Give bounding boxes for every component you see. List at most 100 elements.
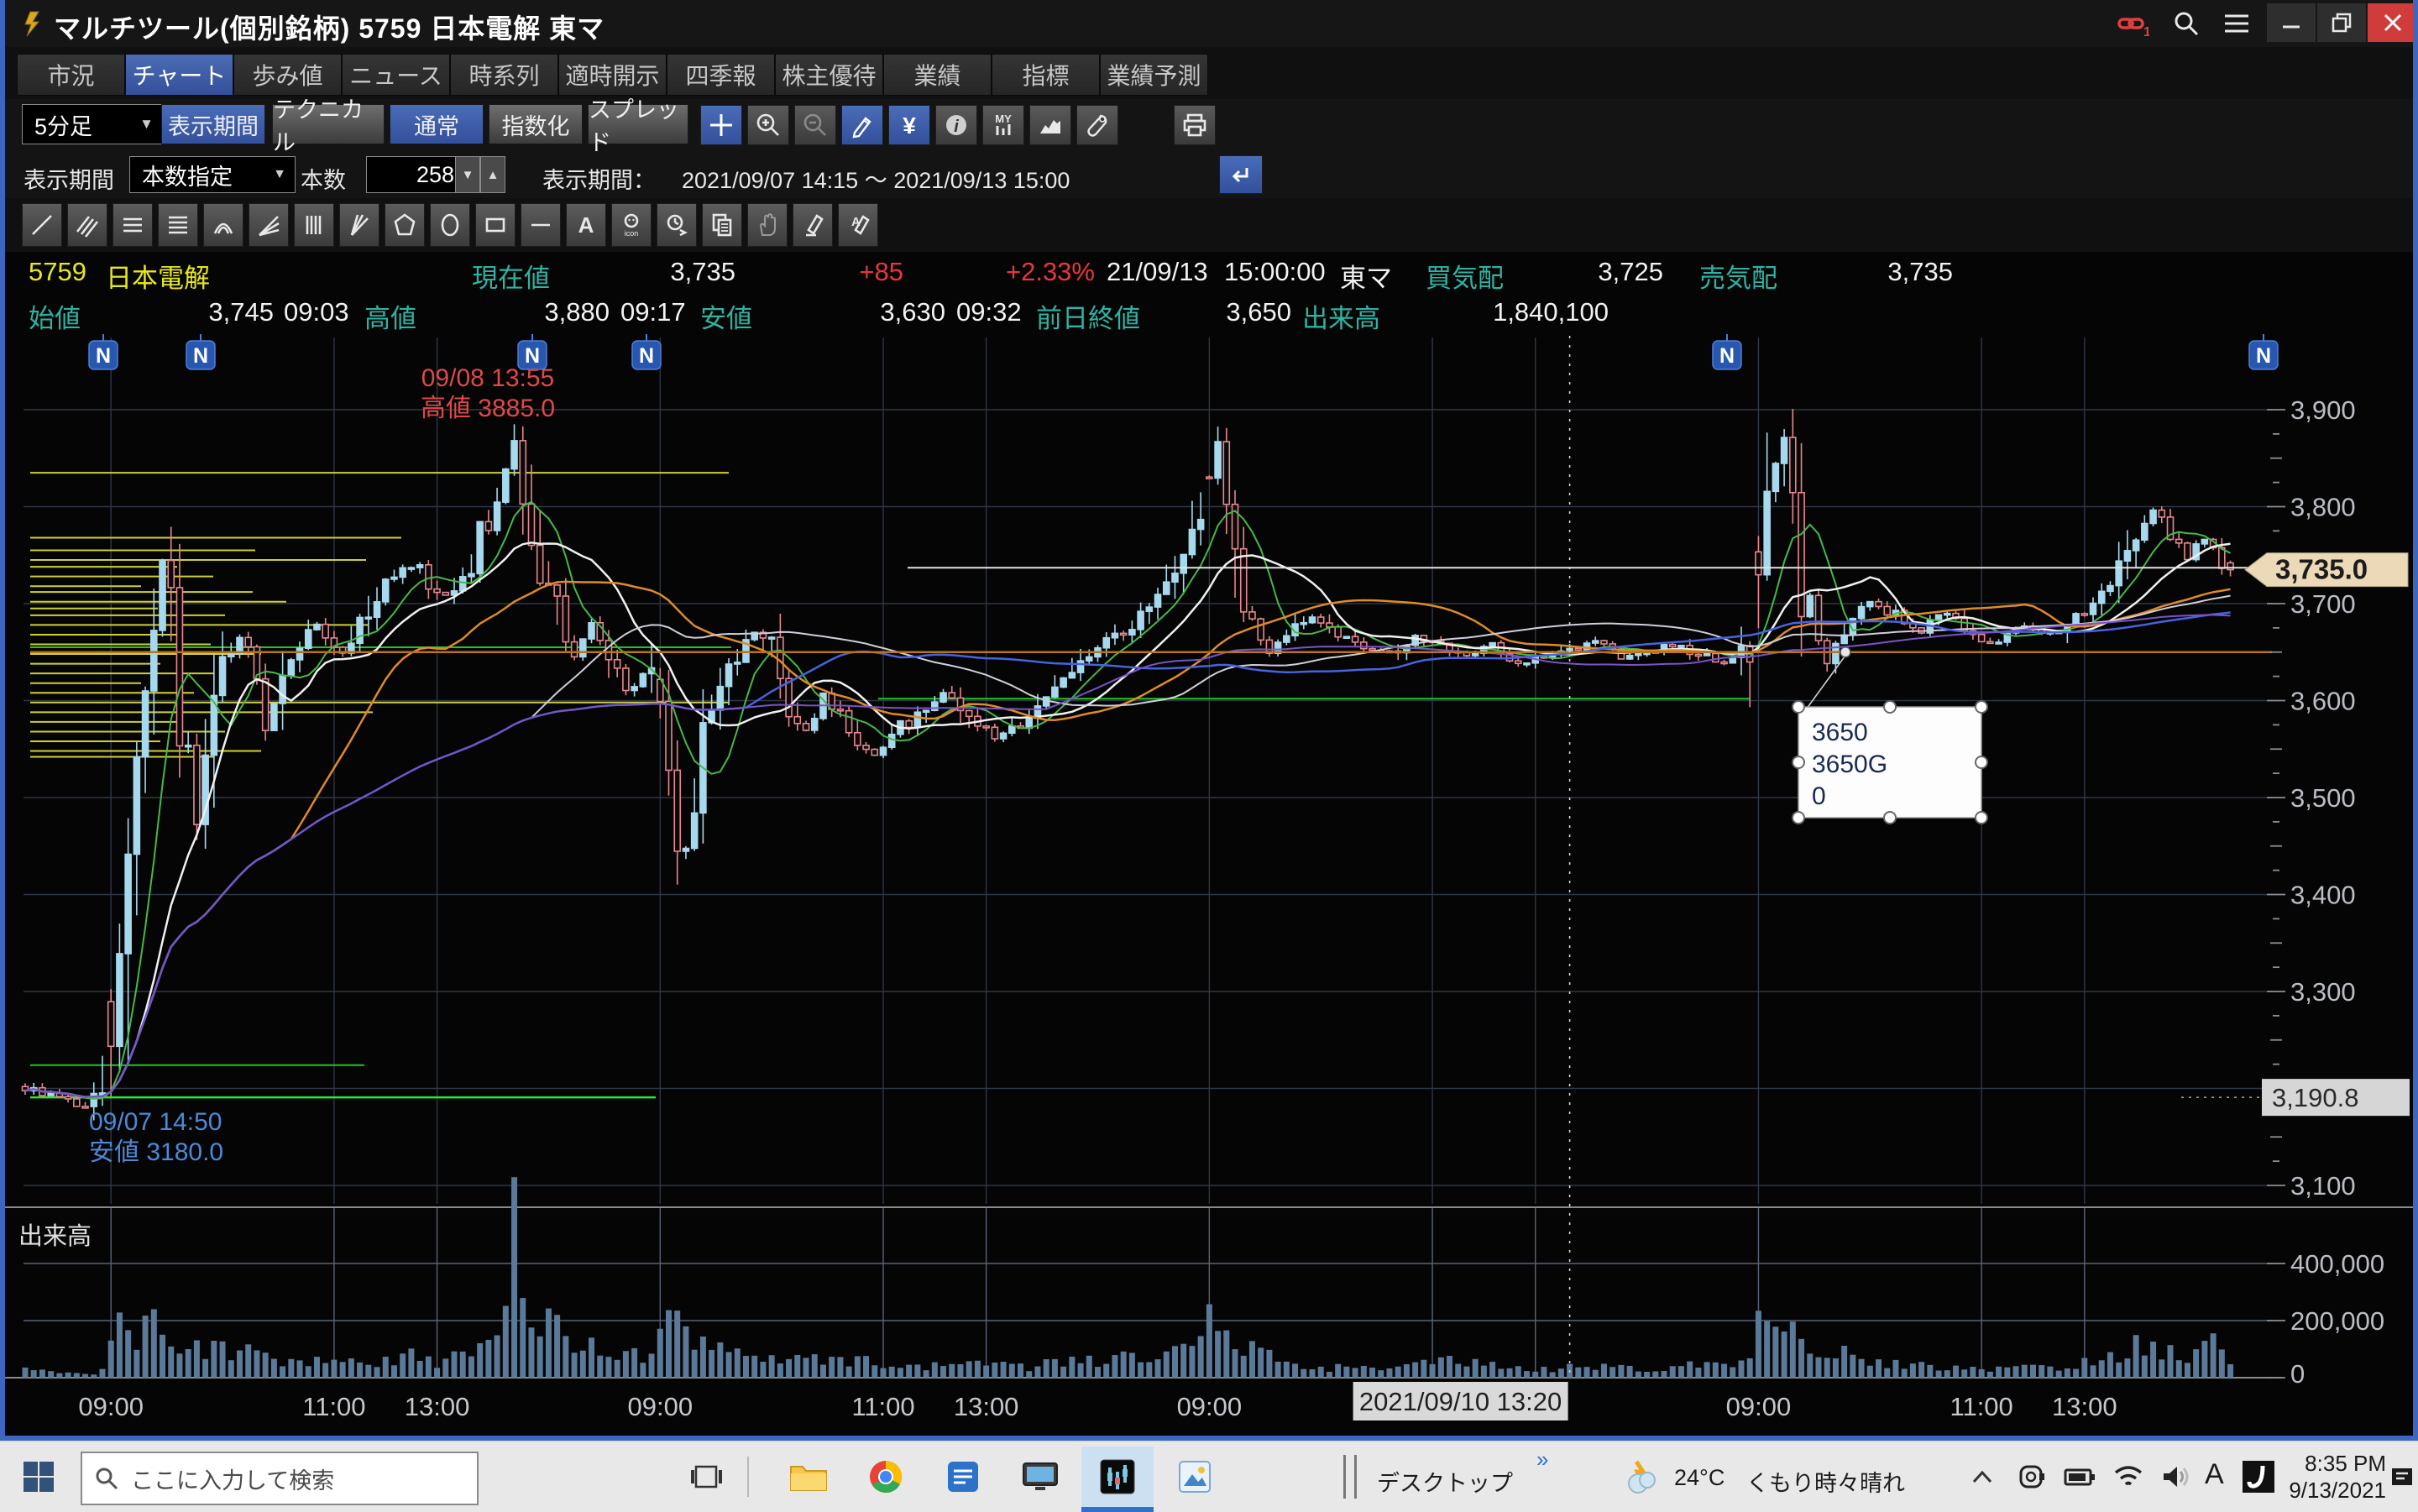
count-down-button[interactable]: ▼: [455, 156, 480, 193]
clock[interactable]: 8:35 PM 9/13/2021: [2285, 1450, 2386, 1504]
interval-select[interactable]: 5分足 ▼: [22, 104, 163, 144]
time-cycle-icon[interactable]: [657, 203, 697, 247]
wrench-icon[interactable]: [1076, 105, 1118, 145]
svg-text:N: N: [525, 344, 540, 368]
button-表示期間[interactable]: 表示期間: [161, 104, 265, 144]
svg-text:11:00: 11:00: [1950, 1392, 2013, 1421]
eraser-icon[interactable]: [793, 203, 833, 247]
icon-stamp-icon[interactable]: icon: [611, 203, 652, 247]
my-chart-icon[interactable]: MY: [982, 105, 1024, 145]
taskbar-app-photos[interactable]: [1159, 1447, 1231, 1507]
multitool-window: マルチツール(個別銘柄) 5759 日本電解 東マ 1 市況 チャート 歩み値 ニュー…: [0, 0, 2418, 1441]
tab-歩み値[interactable]: 歩み値: [233, 54, 342, 96]
battery-icon[interactable]: [2057, 1441, 2102, 1512]
taskbar-app-remote-monitor[interactable]: [1004, 1447, 1076, 1507]
taskbar-app-chrome[interactable]: [850, 1447, 922, 1507]
rectangle-icon[interactable]: [475, 203, 516, 247]
ime-lang-icon[interactable]: [2237, 1441, 2280, 1512]
crosshair-plus-icon[interactable]: [700, 105, 742, 145]
desktop-toolbar-label[interactable]: デスクトップ: [1377, 1471, 1513, 1496]
svg-text:3,800: 3,800: [2290, 493, 2356, 522]
link-count: 1: [2143, 25, 2149, 38]
fibonacci-arc-icon[interactable]: [203, 203, 243, 247]
menu-icon[interactable]: [2218, 7, 2255, 40]
count-label: 本数: [301, 168, 346, 193]
weather-desc[interactable]: くもり時々晴れ: [1746, 1471, 1905, 1496]
printer-icon[interactable]: [1174, 105, 1216, 145]
close-button[interactable]: [2368, 3, 2418, 42]
text-tool-icon[interactable]: A: [566, 203, 606, 247]
search-icon[interactable]: [2168, 7, 2205, 40]
open-time: 09:03: [284, 297, 349, 327]
levels3-icon[interactable]: [113, 203, 153, 247]
link-icon[interactable]: 1: [2114, 7, 2151, 40]
ellipse-icon[interactable]: [430, 203, 470, 247]
bid-label: 買気配: [1426, 264, 1504, 293]
tab-時系列[interactable]: 時系列: [450, 54, 558, 96]
weather-temp[interactable]: 24°C: [1674, 1465, 1725, 1490]
zoom-out-icon[interactable]: [794, 105, 836, 145]
tab-市況[interactable]: 市況: [17, 54, 125, 96]
period-mode-select[interactable]: 本数指定 ▼: [129, 156, 296, 193]
yen-icon[interactable]: ¥: [888, 105, 930, 145]
minimize-button[interactable]: [2267, 3, 2316, 42]
tab-ニュース[interactable]: ニュース: [342, 54, 450, 96]
chevron-expand-icon[interactable]: »: [1536, 1447, 1549, 1472]
count-up-button[interactable]: ▲: [480, 156, 505, 193]
button-指数化[interactable]: 指数化: [489, 104, 583, 144]
start-button[interactable]: [12, 1441, 65, 1512]
tab-四季報[interactable]: 四季報: [667, 54, 775, 96]
tab-業績[interactable]: 業績: [883, 54, 992, 96]
tab-株主優待[interactable]: 株主優待: [775, 54, 883, 96]
reset-period-button[interactable]: [1219, 155, 1263, 194]
tab-適時開示[interactable]: 適時開示: [558, 54, 667, 96]
current-price: 3,735: [670, 257, 735, 286]
taskbar-search-input[interactable]: ここに入力して検索: [81, 1452, 479, 1505]
pitchfork-icon[interactable]: [339, 203, 379, 247]
speaker-icon[interactable]: [2153, 1441, 2198, 1512]
svg-text:3,500: 3,500: [2290, 783, 2356, 813]
pentagon-icon[interactable]: [385, 203, 425, 247]
taskbar-app-trading-app[interactable]: [1081, 1447, 1154, 1512]
annotation-tooltip[interactable]: 3650 3650G 0: [1792, 700, 1988, 824]
fan-lines-icon[interactable]: [249, 203, 289, 247]
wifi-icon[interactable]: [2106, 1441, 2151, 1512]
info-icon[interactable]: i: [935, 105, 977, 145]
vertical-lines-icon[interactable]: [294, 203, 334, 247]
area-chart-icon[interactable]: [1029, 105, 1071, 145]
hand-drag-icon[interactable]: [747, 203, 788, 247]
svg-text:09:00: 09:00: [627, 1392, 693, 1421]
taskbar-app-edge-doc[interactable]: [927, 1447, 999, 1507]
trend-line-icon[interactable]: [22, 203, 62, 247]
restore-button[interactable]: [2317, 3, 2366, 42]
eraser-text-icon[interactable]: A: [838, 203, 878, 247]
copy-icon[interactable]: [702, 203, 742, 247]
svg-text:09:00: 09:00: [1726, 1392, 1792, 1421]
horizontal-line-icon[interactable]: [521, 203, 561, 247]
tab-チャート[interactable]: チャート: [125, 54, 233, 96]
svg-text:i: i: [954, 118, 959, 136]
zoom-in-icon[interactable]: [747, 105, 789, 145]
quote-time: 15:00:00: [1224, 257, 1326, 286]
tab-業績予測[interactable]: 業績予測: [1100, 54, 1208, 96]
pencil-icon[interactable]: [841, 105, 883, 145]
svg-text:200,000: 200,000: [2290, 1306, 2384, 1336]
windows-taskbar: ここに入力して検索 デスクトップ » 24°C くもり時々晴れ A 8:35 P…: [0, 1441, 2418, 1512]
app-pin-icon: [18, 8, 49, 43]
button-通常[interactable]: 通常: [390, 104, 484, 144]
task-view-button[interactable]: [677, 1441, 735, 1512]
count-input[interactable]: 258: [366, 156, 465, 193]
levels4-icon[interactable]: [158, 203, 198, 247]
toolbar-grip[interactable]: [1343, 1455, 1357, 1499]
tab-指標[interactable]: 指標: [992, 54, 1100, 96]
notification-center-icon[interactable]: [2386, 1441, 2418, 1512]
weather-icon[interactable]: [1612, 1441, 1671, 1512]
camera-device-icon[interactable]: [2008, 1441, 2054, 1512]
button-テクニカル[interactable]: テクニカル: [272, 97, 385, 155]
parallel-hatch-icon[interactable]: [67, 203, 107, 247]
ime-mode[interactable]: A: [2205, 1458, 2224, 1490]
hidden-icons-chevron[interactable]: [1961, 1441, 2003, 1512]
open-price: 3,745: [208, 297, 274, 327]
taskbar-app-file-explorer[interactable]: [772, 1447, 845, 1507]
